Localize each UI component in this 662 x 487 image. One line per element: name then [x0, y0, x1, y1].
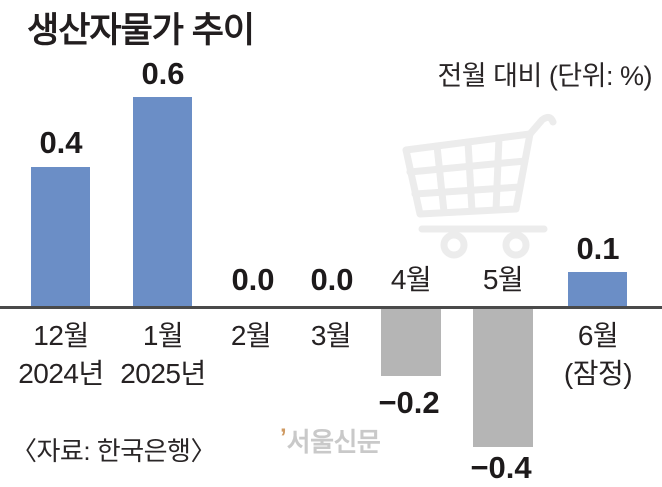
bar-jan-2025 — [133, 97, 192, 307]
value-label-jan: 0.6 — [141, 56, 185, 91]
month-label-dec: 12월 — [33, 320, 89, 351]
month-label-may: 5월 — [482, 264, 524, 295]
month-label-mar: 3월 — [310, 320, 352, 351]
value-label-feb: 0.0 — [231, 262, 275, 297]
month-label-apr: 4월 — [390, 264, 432, 295]
value-label-dec: 0.4 — [39, 125, 83, 160]
zero-baseline-axis — [0, 306, 662, 309]
press-watermark: ’서울신문 — [280, 424, 381, 457]
value-label-apr: −0.2 — [378, 385, 440, 420]
value-label-may: −0.4 — [470, 450, 532, 485]
bar-jun — [568, 272, 627, 307]
year-label-2025: 2025년 — [120, 358, 206, 389]
watermark-text: 서울신문 — [286, 427, 381, 457]
value-label-jun: 0.1 — [576, 231, 620, 266]
month-label-jan: 1월 — [142, 320, 184, 351]
watermark-quote-mark: ’ — [280, 424, 287, 451]
shopping-cart-icon — [392, 110, 560, 265]
value-label-mar: 0.0 — [310, 262, 354, 297]
bar-dec-2024 — [31, 167, 90, 307]
chart-title: 생산자물가 추이 — [27, 11, 255, 50]
bar-apr — [381, 309, 441, 376]
bar-may — [473, 309, 533, 447]
month-label-feb: 2월 — [230, 320, 272, 351]
source-note: 〈자료: 한국은행〉 — [11, 436, 216, 466]
month-label-jun: 6월 — [577, 320, 619, 351]
year-label-2024: 2024년 — [18, 358, 104, 389]
chart-subtitle: 전월 대비 (단위: %) — [437, 61, 652, 91]
note-label-provisional: (잠정) — [563, 358, 633, 389]
